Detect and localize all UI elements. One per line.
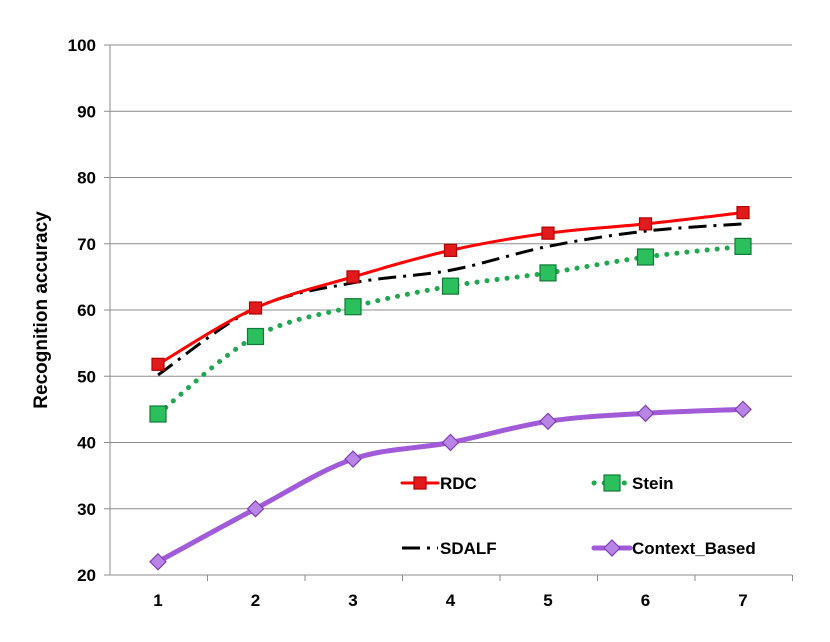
x-tick-labels: 1 2 3 4 5 6 7	[153, 591, 747, 610]
data-point-rdc	[443, 243, 458, 257]
data-point-rdc	[248, 301, 263, 315]
y-tick-label: 20	[77, 566, 96, 585]
data-point-rdc	[151, 357, 165, 371]
data-point-context-based	[246, 499, 265, 518]
y-tick-label: 90	[77, 102, 96, 121]
data-point-rdc	[346, 270, 360, 284]
data-point-stein	[246, 327, 265, 346]
y-tick-label: 70	[77, 235, 96, 254]
x-tick-label: 6	[641, 591, 650, 610]
data-point-rdc	[541, 226, 555, 240]
legend-label-rdc: RDC	[440, 474, 477, 493]
legend-marker-stein	[603, 474, 621, 492]
x-tick-label: 3	[348, 591, 357, 610]
axes	[109, 45, 793, 581]
data-point-context-based	[539, 412, 557, 431]
legend-marker-context-based	[603, 539, 621, 557]
y-tick-label: 40	[77, 434, 96, 453]
legend-marker-rdc	[413, 476, 427, 490]
data-point-stein	[539, 264, 557, 282]
data-point-stein	[149, 405, 167, 423]
x-tick-label: 7	[738, 591, 747, 610]
data-point-context-based	[149, 552, 167, 571]
series-stein	[149, 237, 752, 423]
legend-item-context-based: Context_Based	[591, 539, 756, 558]
data-point-context-based	[344, 450, 362, 468]
y-tick-label: 60	[77, 301, 96, 320]
legend-label-stein: Stein	[632, 474, 674, 493]
y-tick-label: 30	[77, 500, 96, 519]
gridlines	[104, 44, 792, 576]
data-point-stein	[441, 277, 460, 295]
legend: RDC Stein SDALF Context_Based	[400, 474, 756, 558]
x-tick-label: 1	[153, 591, 162, 610]
data-point-context-based	[636, 404, 655, 423]
y-tick-label: 100	[68, 36, 96, 55]
series-context-based	[149, 400, 752, 571]
data-point-context-based	[441, 433, 460, 452]
x-tick-label: 5	[543, 591, 552, 610]
x-tick-label: 4	[446, 591, 456, 610]
y-tick-labels: 20 30 40 50 60 70 80 90 100	[68, 36, 96, 585]
legend-label-context-based: Context_Based	[632, 539, 756, 558]
data-point-stein	[344, 298, 362, 316]
series-lines	[149, 206, 752, 571]
data-point-rdc	[736, 206, 750, 220]
y-axis-title: Recognition accuracy	[31, 211, 52, 409]
series-rdc	[151, 206, 750, 371]
y-tick-label: 50	[77, 367, 96, 386]
legend-item-stein: Stein	[591, 474, 674, 493]
data-point-rdc	[638, 217, 653, 231]
legend-item-sdalf: SDALF	[402, 539, 497, 558]
data-point-stein	[734, 237, 752, 255]
legend-label-sdalf: SDALF	[440, 539, 497, 558]
y-tick-label: 80	[77, 169, 96, 188]
legend-item-rdc: RDC	[400, 474, 477, 493]
data-point-context-based	[734, 400, 752, 419]
x-tick-label: 2	[251, 591, 260, 610]
data-point-stein	[636, 248, 655, 266]
